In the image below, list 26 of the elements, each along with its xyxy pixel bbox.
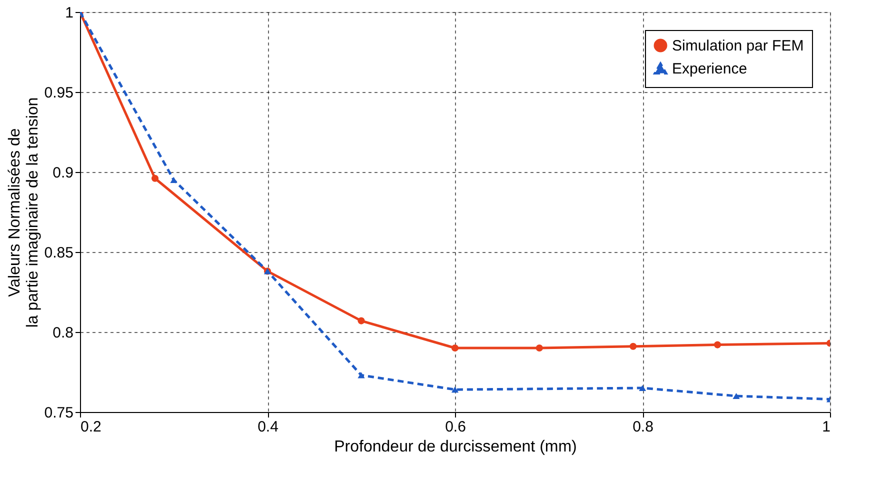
- legend-label: Simulation par FEM: [672, 38, 804, 54]
- point: [451, 344, 459, 352]
- y-tick-label: 0.8: [52, 324, 74, 342]
- x-tick-label: 0.8: [632, 418, 654, 436]
- y-tick-label: 0.95: [44, 84, 74, 102]
- point: [358, 372, 365, 378]
- x-tick-label: 0.6: [445, 418, 466, 436]
- legend-label: Experience: [672, 60, 748, 78]
- x-tick-label: 1: [822, 418, 830, 436]
- point: [536, 344, 543, 352]
- y-tick-label: 1: [65, 4, 74, 22]
- point: [451, 386, 459, 393]
- y-axis-title: Valeurs Normalisées de la partie imaginaire de la tension: [6, 97, 42, 328]
- y-tick-label: 0.9: [52, 164, 74, 182]
- y-tick-label: 0.75: [44, 404, 74, 422]
- point: [358, 317, 365, 324]
- x-axis-title: Profondeur de durcissement (mm): [334, 438, 577, 456]
- point: [630, 342, 637, 350]
- x-tick-label: 0.2: [80, 418, 102, 436]
- y-tick-label: 0.85: [44, 244, 74, 262]
- point: [151, 174, 159, 182]
- x-tick-label: 0.4: [258, 418, 278, 436]
- point: [732, 392, 740, 400]
- point: [170, 176, 178, 184]
- point: [714, 341, 722, 348]
- point: [638, 384, 646, 392]
